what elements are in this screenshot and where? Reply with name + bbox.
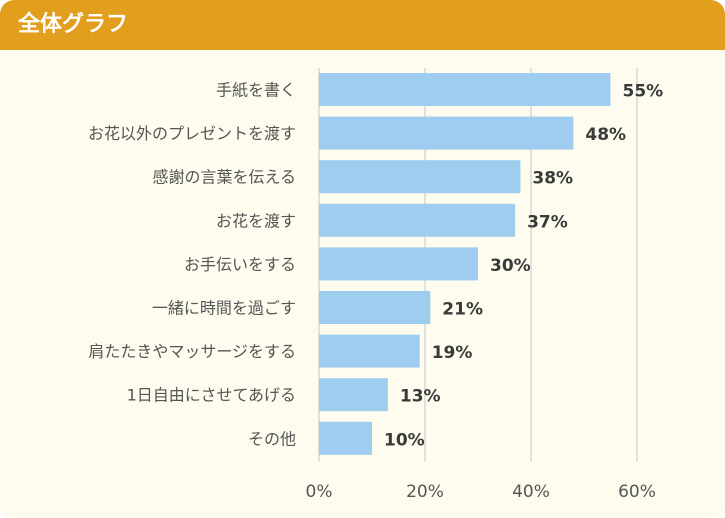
category-label: お花を渡す <box>216 211 296 230</box>
bar <box>319 73 611 106</box>
category-label: その他 <box>248 429 296 448</box>
value-label: 30% <box>490 256 531 276</box>
bar <box>319 247 478 281</box>
x-tick-label: 20% <box>406 482 444 502</box>
bar <box>319 160 521 194</box>
bar <box>319 116 574 150</box>
category-label: 手紙を書く <box>216 81 296 100</box>
x-tick-label: 40% <box>512 482 550 502</box>
category-label: 1日自由にさせてあげる <box>127 386 296 405</box>
bar <box>319 378 388 412</box>
x-tick-label: 60% <box>618 482 656 502</box>
chart-header: 全体グラフ <box>0 0 725 50</box>
chart-title: 全体グラフ <box>18 12 129 37</box>
category-label: お花以外のプレゼントを渡す <box>88 124 296 143</box>
value-label: 10% <box>384 430 425 450</box>
bar <box>319 203 516 237</box>
bar <box>319 291 431 324</box>
value-label: 21% <box>442 300 483 320</box>
value-label: 37% <box>527 212 568 232</box>
category-label: お手伝いをする <box>184 255 296 274</box>
bar <box>319 334 420 368</box>
bar <box>319 421 372 455</box>
value-label: 13% <box>400 387 441 407</box>
category-label: 一緒に時間を過ごす <box>152 299 296 318</box>
value-label: 19% <box>432 343 473 363</box>
x-tick-label: 0% <box>306 482 333 502</box>
value-label: 55% <box>623 82 664 102</box>
value-label: 38% <box>532 169 573 189</box>
category-label: 感謝の言葉を伝える <box>152 168 296 187</box>
category-label: 肩たたきやマッサージをする <box>88 342 296 361</box>
value-label: 48% <box>585 125 626 145</box>
